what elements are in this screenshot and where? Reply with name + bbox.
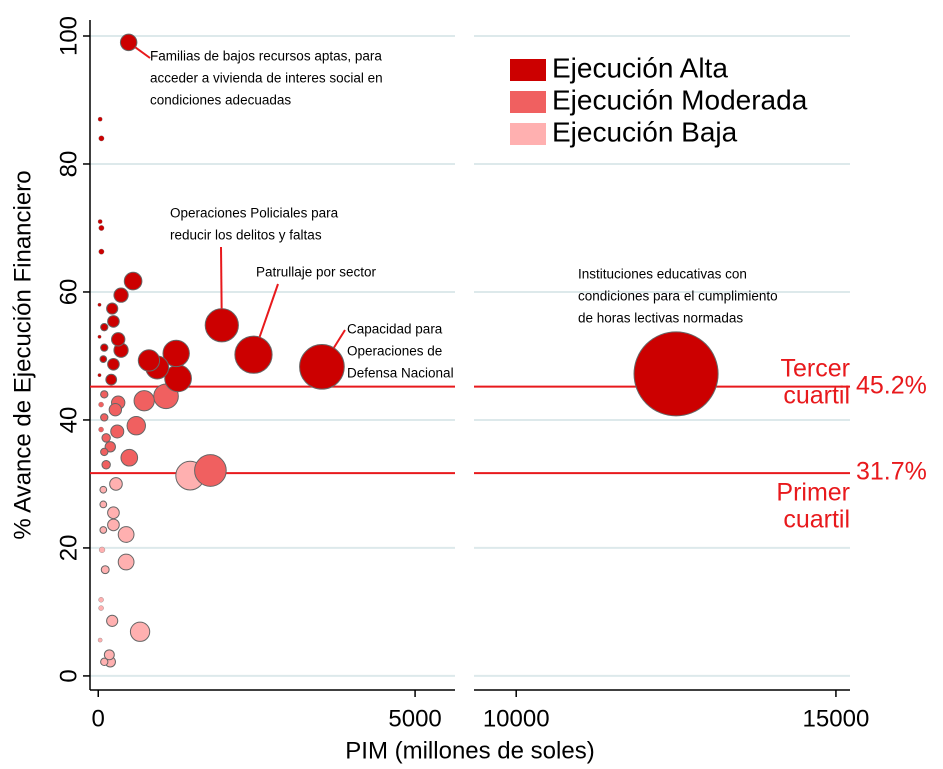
x-tick-label: 0: [92, 705, 105, 732]
bubble: [101, 433, 111, 443]
y-tick-label: 20: [55, 535, 82, 562]
bubble: [99, 485, 108, 494]
legend-label: Ejecución Moderada: [552, 84, 808, 115]
annotation: Instituciones educativas con: [578, 267, 747, 282]
bubble: [98, 426, 104, 433]
bubble: [126, 416, 146, 436]
y-axis-title: % Avance de Ejecución Financiero: [9, 170, 36, 539]
bubble: [99, 355, 108, 364]
bubble: [106, 302, 119, 315]
reference-name: Tercer: [781, 355, 850, 383]
bubble: [106, 614, 119, 627]
y-tick-label: 0: [55, 669, 82, 682]
bubble: [98, 546, 106, 553]
annotation: acceder a vivienda de interes social en: [150, 71, 383, 86]
bubble: [100, 322, 109, 332]
bubble: [98, 605, 104, 611]
bubble: [99, 500, 108, 509]
annotation: Familias de bajos recursos aptas, para: [150, 49, 382, 64]
bubble: [109, 477, 123, 491]
bubble: [97, 334, 102, 339]
reference-value-label: 31.7%: [856, 458, 927, 486]
reference-value-label: 45.2%: [856, 371, 927, 399]
bubble: [162, 339, 190, 368]
legend-swatch: [510, 123, 546, 145]
bubble: [119, 33, 138, 52]
annotation-leader: [134, 46, 151, 59]
bubble: [120, 448, 139, 467]
bubble: [108, 403, 123, 417]
annotation: Operaciones Policiales para: [170, 206, 339, 221]
bubble: [104, 441, 116, 453]
legend-label: Ejecución Alta: [552, 52, 728, 83]
bubble: [111, 332, 126, 347]
bubble: [97, 116, 103, 122]
annotation: Patrullaje por sector: [256, 265, 377, 280]
bubble: [107, 315, 120, 328]
bubble: [133, 390, 155, 412]
annotation: reducir los delitos y faltas: [170, 228, 322, 243]
bubble: [234, 335, 273, 374]
bubble: [100, 343, 109, 352]
bubble: [98, 135, 105, 142]
bubble: [107, 357, 120, 371]
y-tick-label: 100: [55, 16, 82, 56]
bubble: [123, 271, 143, 291]
bubble: [97, 302, 102, 307]
bubble: [98, 597, 104, 603]
bubble: [105, 373, 118, 386]
bubble: [97, 219, 103, 224]
annotation: de horas lectivas normadas: [578, 311, 743, 326]
y-tick-label: 80: [55, 151, 82, 178]
reference-name: cuartil: [783, 506, 850, 534]
bubble: [100, 413, 109, 422]
reference-name: Primer: [776, 479, 850, 507]
bubble: [100, 447, 109, 457]
reference-name: cuartil: [783, 382, 850, 410]
bubble: [103, 649, 115, 661]
bubble: [107, 506, 120, 520]
bubble: [204, 308, 239, 343]
bubble: [97, 373, 102, 377]
bubble: [98, 248, 105, 255]
annotation: Defensa Nacional: [347, 366, 454, 381]
bubble: [100, 657, 109, 667]
annotation: Operaciones de: [347, 344, 442, 359]
bubble: [100, 390, 109, 399]
bubble: [97, 637, 103, 643]
bubble: [113, 287, 129, 303]
bubble: [194, 454, 227, 487]
bubble: [117, 526, 135, 543]
bubble: [100, 565, 110, 575]
bubble: [137, 349, 161, 372]
bubble: [98, 225, 105, 231]
x-tick-label: 15000: [803, 705, 870, 732]
y-tick-label: 60: [55, 279, 82, 306]
annotation: Capacidad para: [347, 322, 443, 337]
legend-swatch: [510, 59, 546, 81]
annotation-leader: [220, 246, 223, 309]
bubble: [98, 401, 104, 408]
bubble: [101, 460, 111, 470]
bubble: [110, 424, 125, 439]
bubble: [99, 526, 108, 534]
legend-swatch: [510, 91, 546, 113]
annotation-leader: [258, 283, 279, 338]
annotation: condiciones adecuadas: [150, 93, 291, 108]
y-tick-label: 40: [55, 407, 82, 434]
x-tick-label: 5000: [388, 705, 441, 732]
bubble: [107, 518, 120, 532]
annotation-leader: [332, 329, 346, 349]
annotation: condiciones para el cumplimiento: [578, 289, 778, 304]
bubble: [633, 331, 719, 417]
x-axis-title: PIM (millones de soles): [345, 737, 594, 764]
legend-label: Ejecución Baja: [552, 116, 738, 147]
bubble: [129, 621, 151, 642]
bubble: [117, 553, 135, 571]
bubble: [299, 343, 345, 390]
x-tick-label: 10000: [483, 705, 550, 732]
